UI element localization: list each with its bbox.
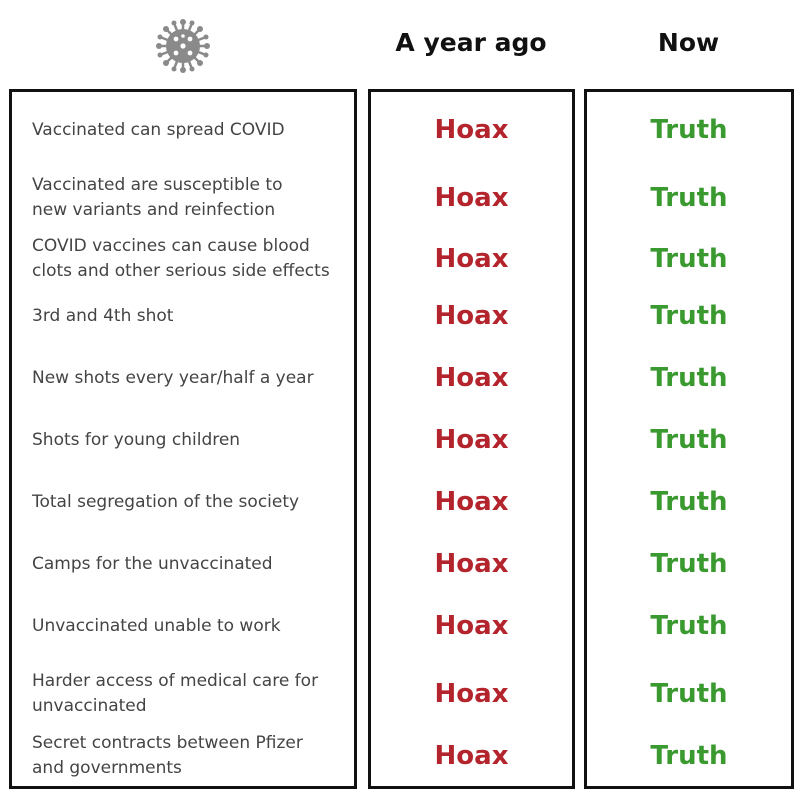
table-row: Truth bbox=[587, 474, 791, 530]
now-verdict: Truth bbox=[650, 363, 728, 393]
claim-text: Vaccinated are susceptible to new varian… bbox=[32, 175, 283, 220]
past-verdict: Hoax bbox=[434, 183, 509, 213]
table-row: Truth bbox=[587, 350, 791, 406]
table-row: Truth bbox=[587, 728, 791, 784]
table-row: Camps for the unvaccinated bbox=[12, 536, 354, 592]
claim-text: COVID vaccines can cause blood clots and… bbox=[32, 236, 330, 281]
now-verdict: Truth bbox=[650, 741, 728, 771]
table-row: Truth bbox=[587, 666, 791, 722]
past-verdict: Hoax bbox=[434, 301, 509, 331]
table-row: Hoax bbox=[371, 288, 572, 344]
table-row: Truth bbox=[587, 412, 791, 468]
past-verdict: Hoax bbox=[434, 363, 509, 393]
table-row: Hoax bbox=[371, 728, 572, 784]
table-row: COVID vaccines can cause blood clots and… bbox=[12, 231, 354, 287]
column-header-past: A year ago bbox=[395, 28, 547, 57]
now-column: Truth Truth Truth Truth Truth Truth Truth Truth… bbox=[584, 89, 794, 789]
past-verdict: Hoax bbox=[434, 487, 509, 517]
table-row: Hoax bbox=[371, 536, 572, 592]
table-row: Harder access of medical care for unvacc… bbox=[12, 666, 354, 722]
past-verdict: Hoax bbox=[434, 741, 509, 771]
column-header-now: Now bbox=[657, 28, 720, 57]
now-verdict: Truth bbox=[650, 425, 728, 455]
table-row: Truth bbox=[587, 102, 791, 158]
past-verdict: Hoax bbox=[434, 425, 509, 455]
table-row: Hoax bbox=[371, 474, 572, 530]
virus-icon bbox=[156, 19, 210, 73]
past-verdict: Hoax bbox=[434, 549, 509, 579]
table-row: Truth bbox=[587, 170, 791, 226]
now-verdict: Truth bbox=[650, 611, 728, 641]
table-row: 3rd and 4th shot bbox=[12, 288, 354, 344]
table-row: Secret contracts between Pfizer and gove… bbox=[12, 728, 354, 784]
claim-text: Shots for young children bbox=[32, 429, 241, 450]
table-row: Truth bbox=[587, 288, 791, 344]
table-row: Unvaccinated unable to work bbox=[12, 598, 354, 654]
table-row: Truth bbox=[587, 231, 791, 287]
past-verdict: Hoax bbox=[434, 679, 509, 709]
now-verdict: Truth bbox=[650, 679, 728, 709]
claim-text: Total segregation of the society bbox=[32, 491, 300, 512]
table-row: Total segregation of the society bbox=[12, 474, 354, 530]
table-row: Hoax bbox=[371, 666, 572, 722]
claim-text: New shots every year/half a year bbox=[32, 367, 314, 388]
claims-column: Vaccinated can spread COVID Vaccinated ar… bbox=[9, 89, 357, 789]
claim-text: 3rd and 4th shot bbox=[32, 305, 174, 326]
table-row: New shots every year/half a year bbox=[12, 350, 354, 406]
table-row: Truth bbox=[587, 536, 791, 592]
now-verdict: Truth bbox=[650, 487, 728, 517]
now-verdict: Truth bbox=[650, 301, 728, 331]
table-row: Hoax bbox=[371, 170, 572, 226]
claim-text: Secret contracts between Pfizer and gove… bbox=[32, 733, 303, 778]
past-verdict: Hoax bbox=[434, 115, 509, 145]
now-verdict: Truth bbox=[650, 183, 728, 213]
table-row: Truth bbox=[587, 598, 791, 654]
table-row: Vaccinated can spread COVID bbox=[12, 102, 354, 158]
claim-text: Vaccinated can spread COVID bbox=[32, 119, 285, 140]
past-verdict: Hoax bbox=[434, 244, 509, 274]
claim-text: Harder access of medical care for unvacc… bbox=[32, 671, 319, 716]
past-verdict: Hoax bbox=[434, 611, 509, 641]
table-row: Hoax bbox=[371, 412, 572, 468]
claim-text: Camps for the unvaccinated bbox=[32, 553, 273, 574]
table-row: Vaccinated are susceptible to new varian… bbox=[12, 170, 354, 226]
now-verdict: Truth bbox=[650, 549, 728, 579]
table-row: Hoax bbox=[371, 102, 572, 158]
past-column: Hoax Hoax Hoax Hoax Hoax Hoax Hoax Hoax Hoax Hoax… bbox=[368, 89, 575, 789]
table-row: Hoax bbox=[371, 231, 572, 287]
table-row: Shots for young children bbox=[12, 412, 354, 468]
now-verdict: Truth bbox=[650, 115, 728, 145]
now-verdict: Truth bbox=[650, 244, 728, 274]
table-row: Hoax bbox=[371, 350, 572, 406]
table-row: Hoax bbox=[371, 598, 572, 654]
claim-text: Unvaccinated unable to work bbox=[32, 615, 281, 636]
